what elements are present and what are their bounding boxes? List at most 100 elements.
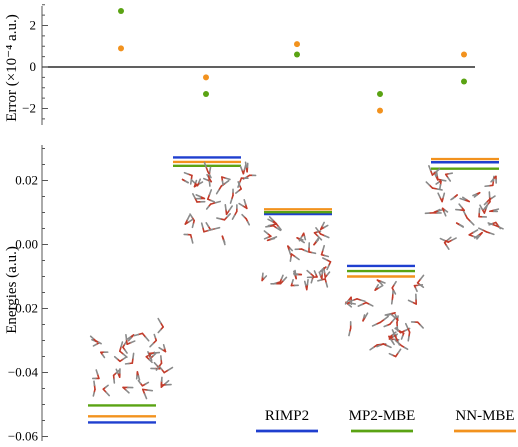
hydrogen-bond [145,394,147,399]
hydrogen-bond [442,180,446,181]
hydrogen-bond [266,226,270,227]
hydrogen-bond [196,195,200,197]
hydrogen-bond [358,304,362,306]
hydrogen-bond [159,348,162,350]
hydrogen-bond [316,228,318,231]
error-point-mp2-mbe [203,91,209,97]
hydrogen-bond [398,349,400,353]
hydrogen-bond [301,240,305,242]
hydrogen-bond [264,231,267,234]
hydrogen-bond [133,353,134,358]
hydrogen-bond [245,165,246,169]
hydrogen-bond [416,288,417,291]
hydrogen-bond [393,318,396,321]
hydrogen-bond [282,275,283,278]
hydrogen-bond [207,207,209,209]
hydrogen-bond [225,181,229,184]
hydrogen-bond [318,280,322,281]
hydrogen-bond [327,266,329,270]
hydrogen-bond [215,228,219,229]
hydrogen-bond [156,367,159,370]
water-cluster-2 [183,162,256,244]
hydrogen-bond [307,280,308,285]
hydrogen-bond [145,382,148,384]
hydrogen-bond [438,193,440,197]
energy-tick-label: −0.06 [8,429,39,443]
hydrogen-bond [436,182,439,184]
hydrogen-bond [292,280,293,283]
hydrogen-bond [115,357,118,359]
error-point-mp2-mbe [294,52,300,58]
hydrogen-bond [126,335,127,340]
energy-tick-label: −0.04 [8,365,39,380]
hydrogen-bond [227,214,230,217]
error-point-nn-mbe [294,41,300,47]
hydrogen-bond [96,370,97,374]
hydrogen-bond [121,342,122,347]
hydrogen-bond [395,315,396,318]
hydrogen-bond [164,345,165,348]
hydrogen-bond [123,354,127,357]
hydrogen-bond [459,204,462,207]
hydrogen-bond [486,204,488,208]
hydrogen-bond [192,239,193,243]
hydrogen-bond [369,304,372,306]
hydrogen-bond [94,381,95,385]
error-point-mp2-mbe [377,91,383,97]
hydrogen-bond [447,246,449,249]
hydrogen-bond [440,239,444,241]
hydrogen-bond [444,212,446,216]
hydrogen-bond [323,258,327,260]
hydrogen-bond [165,381,169,384]
hydrogen-bond [242,215,244,217]
hydrogen-bond [443,193,444,197]
error-point-mp2-mbe [118,8,124,14]
hydrogen-bond [236,191,239,193]
hydrogen-bond [312,253,315,254]
hydrogen-bond [324,225,328,227]
hydrogen-bond [404,347,407,349]
hydrogen-bond [231,199,232,203]
hydrogen-bond [377,285,379,288]
hydrogen-bond [398,342,400,345]
hydrogen-bond [305,236,306,239]
hydrogen-bond [283,277,286,280]
hydrogen-bond [319,272,320,275]
hydrogen-bond [185,173,189,174]
hydrogen-bond [387,346,391,348]
hydrogen-bond [449,173,452,174]
hydrogen-bond [138,376,139,380]
hydrogen-bond [202,223,203,227]
hydrogen-bond [394,282,396,285]
hydrogen-bond [421,275,424,279]
hydrogen-bond [265,238,268,239]
hydrogen-bond [391,314,394,317]
hydrogen-bond [379,286,383,288]
hydrogen-bond [384,325,387,326]
hydrogen-bond [326,283,327,287]
hydrogen-bond [91,336,94,338]
hydrogen-bond [229,206,232,210]
energy-tick-label: 0.00 [15,237,38,252]
hydrogen-bond [451,197,454,199]
hydrogen-bond [106,392,109,395]
hydrogen-bond [429,166,431,171]
error-tick-label: 0 [30,59,37,74]
hydrogen-bond [264,276,266,278]
hydrogen-bond [392,330,394,334]
hydrogen-bond [222,181,223,185]
hydrogen-bond [210,167,211,171]
error-tick-label: 2 [30,18,37,33]
legend-label-rimp2: RIMP2 [265,408,309,424]
hydrogen-bond [323,246,324,250]
hydrogen-bond [389,354,392,355]
water-cluster-5 [425,166,503,249]
hydrogen-bond [370,347,374,349]
hydrogen-bond [215,201,220,202]
energy-tick-label: −0.02 [8,301,38,316]
hydrogen-bond [408,337,409,341]
hydrogen-bond [126,390,129,393]
hydrogen-bond [305,281,306,285]
hydrogen-bond [365,313,367,317]
